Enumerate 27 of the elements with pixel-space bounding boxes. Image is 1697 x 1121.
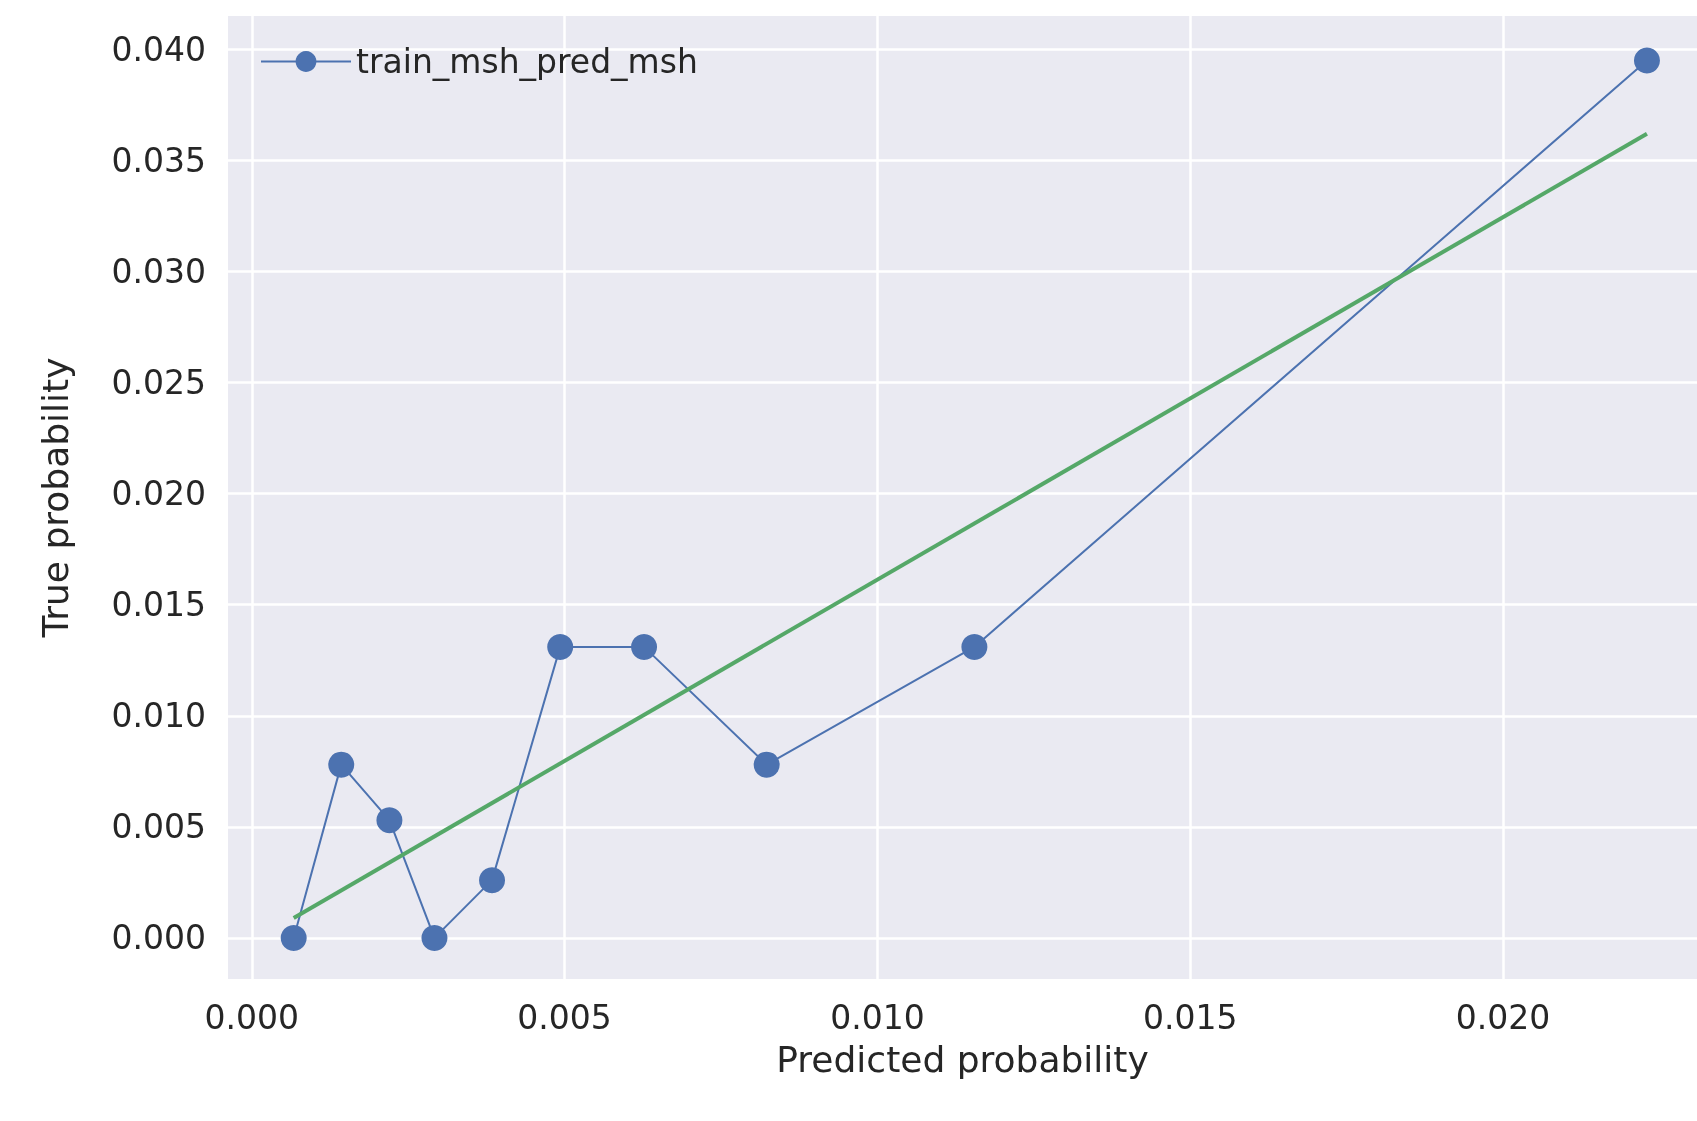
point <box>753 751 780 778</box>
point <box>547 633 574 660</box>
point <box>961 633 988 660</box>
point <box>328 751 355 778</box>
y-tick-label: 0.040 <box>111 29 206 69</box>
y-tick-label: 0.030 <box>111 251 206 291</box>
y-tick-label: 0.015 <box>111 585 206 625</box>
point <box>1633 47 1660 74</box>
x-tick-label: 0.000 <box>204 998 300 1037</box>
y-tick-label: 0.020 <box>111 474 206 514</box>
y-tick-label: 0.000 <box>111 918 206 958</box>
y-axis-title: True probability <box>34 357 76 639</box>
y-tick-label: 0.025 <box>111 363 206 403</box>
point <box>631 633 658 660</box>
x-axis-title: Predicted probability <box>776 1038 1149 1080</box>
point <box>376 807 403 834</box>
point <box>421 924 448 951</box>
y-tick-label: 0.035 <box>111 140 206 180</box>
x-tick-label: 0.010 <box>830 998 925 1037</box>
x-tick-label: 0.015 <box>1142 998 1238 1037</box>
x-tick-label: 0.005 <box>517 998 612 1037</box>
y-tick-label: 0.005 <box>111 807 206 847</box>
y-tick-label: 0.010 <box>111 696 206 736</box>
x-tick-label: 0.020 <box>1455 998 1551 1037</box>
point <box>280 924 307 951</box>
legend-label: train_msh_pred_msh <box>356 42 698 81</box>
point <box>479 867 506 894</box>
